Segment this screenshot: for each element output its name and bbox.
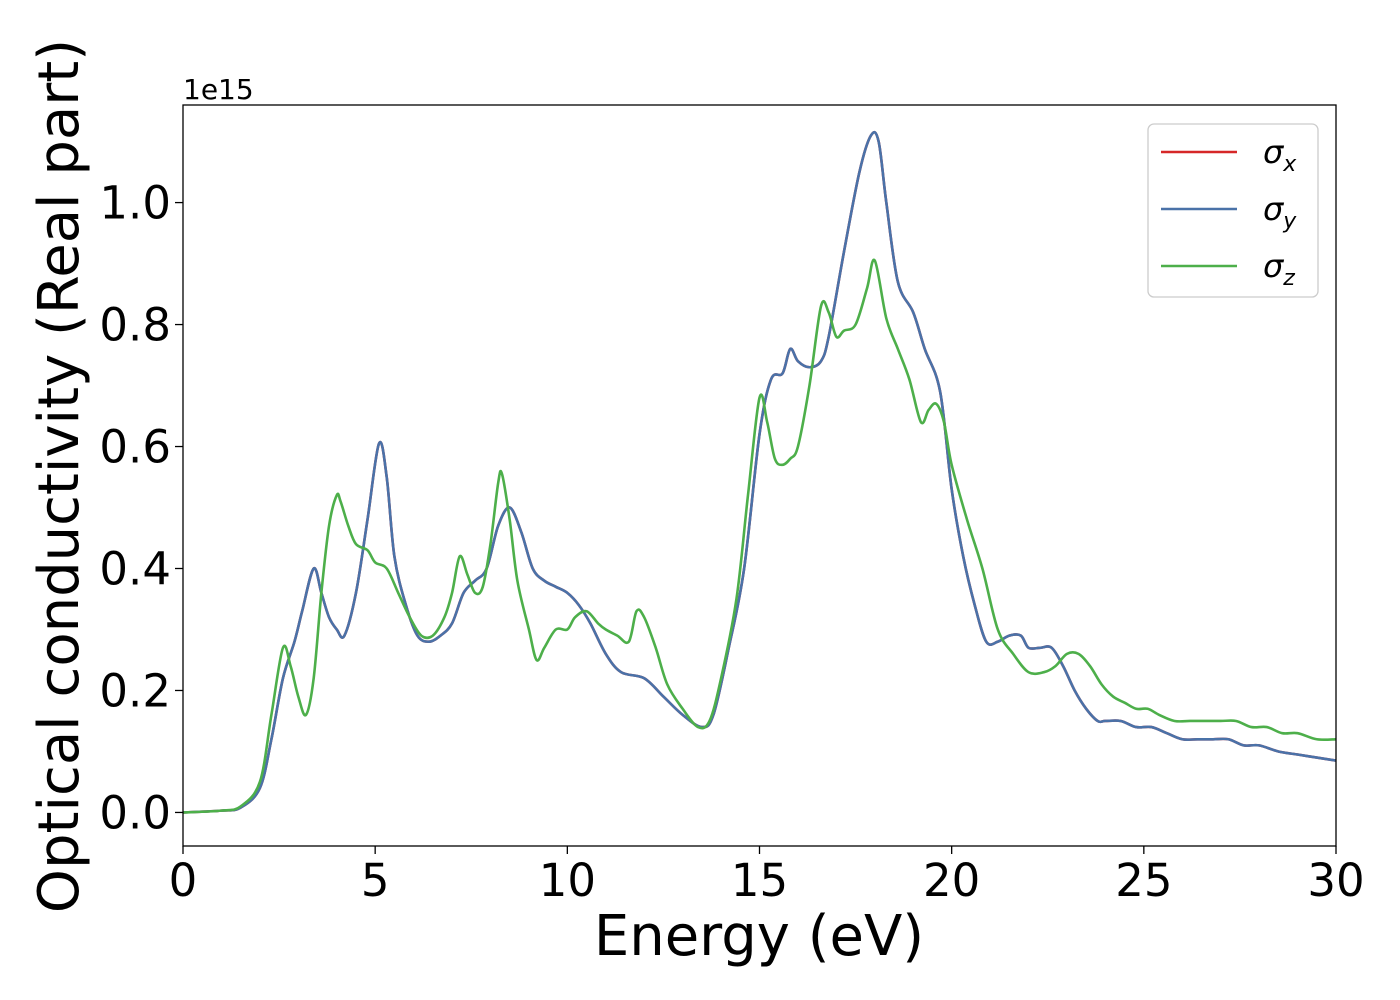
legend-label-x: σx (1263, 133, 1297, 177)
y-tick-label: 0.8 (99, 299, 171, 352)
x-tick-label: 5 (361, 854, 390, 907)
legend-symbol: σ (1263, 247, 1285, 285)
legend-subscript: z (1282, 266, 1295, 291)
legend-subscript: x (1282, 152, 1297, 177)
x-tick-label: 30 (1307, 854, 1364, 907)
y-tick-label: 0.2 (99, 664, 171, 717)
y-offset-label: 1e15 (183, 73, 254, 106)
legend-label-y: σy (1263, 190, 1297, 234)
y-tick-label: 0.6 (99, 421, 171, 474)
x-tick-label: 0 (169, 854, 198, 907)
x-tick-label: 10 (539, 854, 596, 907)
x-axis: 0 5 10 15 20 25 30 (169, 846, 1365, 907)
legend-box (1147, 123, 1319, 298)
series-layer (183, 130, 1336, 814)
legend-subscript: y (1282, 209, 1297, 234)
legend-symbol: σ (1263, 133, 1285, 171)
legend-label-z: σz (1263, 247, 1295, 291)
y-axis-title: Optical conductivity (Real part) (27, 39, 92, 913)
x-axis-title: Energy (eV) (594, 904, 924, 969)
x-tick-label: 20 (923, 854, 980, 907)
y-tick-label: 0.4 (99, 543, 171, 596)
y-tick-label: 0.0 (99, 786, 171, 839)
legend-symbol: σ (1263, 190, 1285, 228)
y-axis: 0.0 0.2 0.4 0.6 0.8 1.0 (99, 177, 183, 839)
series-line-z (183, 258, 1336, 814)
y-tick-label: 1.0 (99, 177, 171, 230)
x-tick-label: 15 (731, 854, 788, 907)
x-tick-label: 25 (1115, 854, 1172, 907)
